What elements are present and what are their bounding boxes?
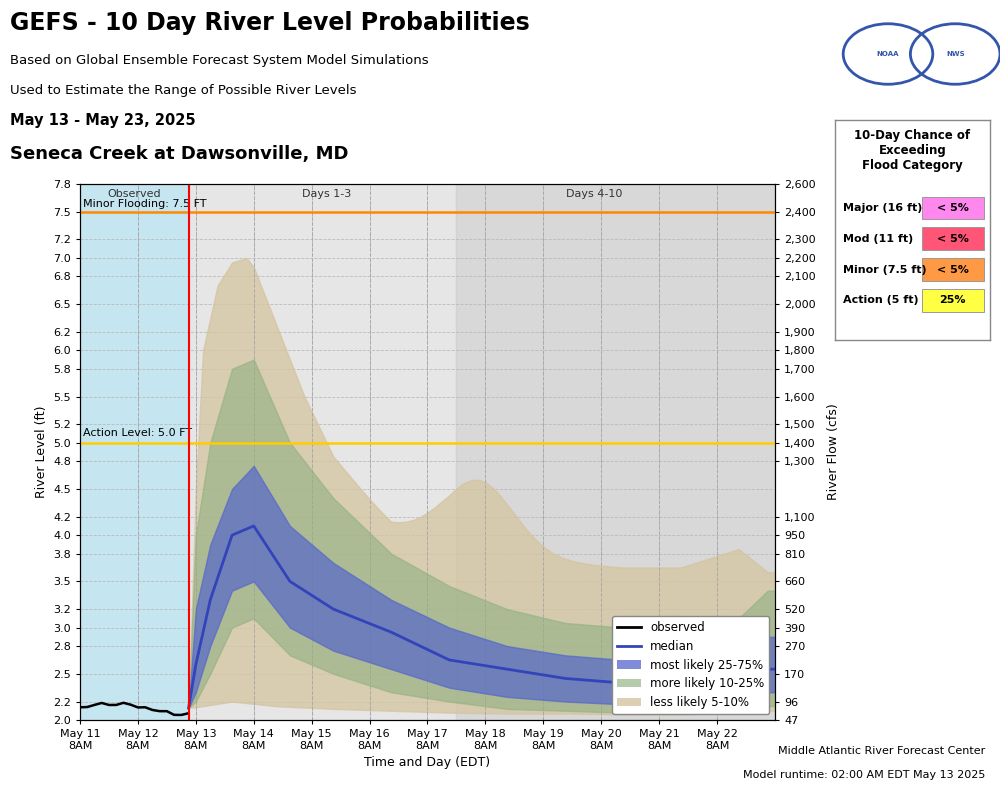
Text: NOAA: NOAA	[877, 51, 899, 57]
Text: Minor Flooding: 7.5 FT: Minor Flooding: 7.5 FT	[83, 199, 207, 209]
Bar	[456, 184, 775, 720]
FancyBboxPatch shape	[922, 227, 984, 250]
Text: < 5%: < 5%	[937, 203, 969, 213]
FancyBboxPatch shape	[922, 289, 984, 312]
Y-axis label: River Flow (cfs): River Flow (cfs)	[827, 404, 840, 500]
Text: Used to Estimate the Range of Possible River Levels: Used to Estimate the Range of Possible R…	[10, 84, 357, 98]
Text: Based on Global Ensemble Forecast System Model Simulations: Based on Global Ensemble Forecast System…	[10, 54, 429, 67]
Text: Mod (11 ft): Mod (11 ft)	[843, 234, 913, 244]
Text: GEFS - 10 Day River Level Probabilities: GEFS - 10 Day River Level Probabilities	[10, 10, 530, 34]
Text: Middle Atlantic River Forecast Center: Middle Atlantic River Forecast Center	[778, 746, 985, 756]
Text: Minor (7.5 ft): Minor (7.5 ft)	[843, 265, 926, 274]
Legend: observed, median, most likely 25-75%, more likely 10-25%, less likely 5-10%: observed, median, most likely 25-75%, mo…	[612, 616, 769, 714]
Text: Action Level: 5.0 FT: Action Level: 5.0 FT	[83, 428, 192, 438]
Text: Major (16 ft): Major (16 ft)	[843, 203, 922, 213]
Text: 10-Day Chance of
Exceeding
Flood Category: 10-Day Chance of Exceeding Flood Categor…	[854, 129, 971, 172]
Text: Days 4-10: Days 4-10	[566, 189, 622, 198]
Text: < 5%: < 5%	[937, 265, 969, 274]
X-axis label: Time and Day (EDT): Time and Day (EDT)	[364, 756, 491, 769]
FancyBboxPatch shape	[922, 258, 984, 281]
Text: NWS: NWS	[946, 51, 965, 57]
Text: Observed: Observed	[107, 189, 161, 198]
Bar	[80, 184, 189, 720]
Text: Days 1-3: Days 1-3	[302, 189, 351, 198]
Y-axis label: River Level (ft): River Level (ft)	[35, 406, 48, 498]
Text: Model runtime: 02:00 AM EDT May 13 2025: Model runtime: 02:00 AM EDT May 13 2025	[743, 770, 985, 780]
Text: May 13 - May 23, 2025: May 13 - May 23, 2025	[10, 113, 196, 128]
Text: Seneca Creek at Dawsonville, MD: Seneca Creek at Dawsonville, MD	[10, 145, 349, 163]
Text: < 5%: < 5%	[937, 234, 969, 244]
FancyBboxPatch shape	[922, 197, 984, 219]
Bar	[189, 184, 456, 720]
Text: Action (5 ft): Action (5 ft)	[843, 295, 918, 306]
Text: 25%: 25%	[940, 295, 966, 306]
